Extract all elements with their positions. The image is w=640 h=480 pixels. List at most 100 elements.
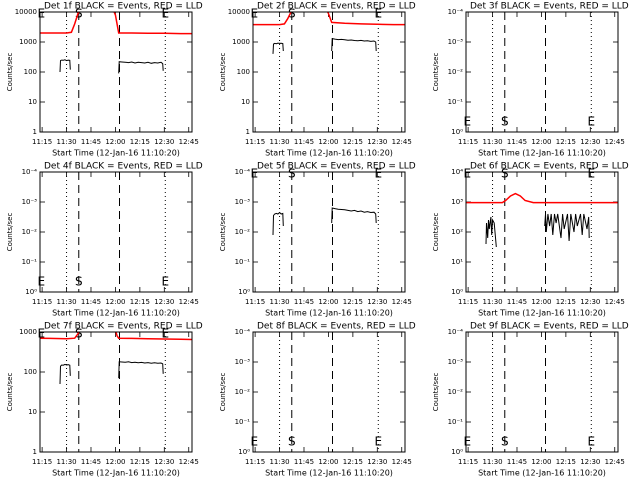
y-tick-label: 10⁰ [451,128,463,136]
x-tick-label: 12:15 [343,138,363,146]
x-tick-label: 11:30 [482,458,502,466]
annotation: S [501,115,509,129]
x-tick-label: 12:00 [318,458,338,466]
plot-frame [39,171,193,293]
annotation: E [374,435,382,449]
y-tick-label: 10⁻³ [235,358,251,366]
x-tick-label: 12:30 [367,138,387,146]
x-tick-label: 11:15 [245,298,265,306]
y-tick-label: 10⁻³ [235,198,251,206]
x-axis-label: Start Time (12-Jan-16 11:10:20) [265,149,393,158]
y-tick-label: 10⁻⁴ [235,328,251,336]
y-axis-label: Counts/sec [219,213,227,252]
panel-title: Det 3f BLACK = Events, RED = LLD [470,2,629,12]
annotation: E [251,7,259,21]
y-tick-label: 10⁻⁴ [448,328,464,336]
y-tick-label: 1 [33,448,37,456]
y-tick-label: 10³ [451,198,463,206]
x-tick-label: 12:30 [580,138,600,146]
x-tick-label: 12:45 [179,138,199,146]
x-tick-label: 11:45 [294,298,314,306]
x-axis-label: Start Time (12-Jan-16 11:10:20) [265,469,393,478]
series-line [59,361,164,385]
y-tick-label: 100 [24,68,37,76]
x-tick-label: 11:45 [294,458,314,466]
y-tick-label: 10⁻⁴ [448,8,464,16]
x-tick-label: 12:45 [605,138,625,146]
x-tick-label: 12:15 [130,298,150,306]
panel-title: Det 9f BLACK = Events, RED = LLD [470,322,629,332]
panel-title: Det 6f BLACK = Events, RED = LLD [470,162,629,172]
series-line [272,207,377,236]
y-tick-label: 10⁻¹ [448,98,464,106]
y-tick-label: 10⁻² [235,228,251,236]
x-axis-label: Start Time (12-Jan-16 11:10:20) [52,149,180,158]
y-axis-label: Counts/sec [219,53,227,92]
x-axis-label: Start Time (12-Jan-16 11:10:20) [265,309,393,318]
x-tick-label: 12:15 [130,458,150,466]
panel: Det 3f BLACK = Events, RED = LLD Counts/s… [432,2,629,158]
x-tick-label: 12:45 [179,298,199,306]
x-tick-label: 11:15 [245,458,265,466]
annotation: E [587,435,595,449]
x-tick-label: 12:30 [367,458,387,466]
panel-title: Det 7f BLACK = Events, RED = LLD [44,322,203,332]
x-tick-label: 11:30 [56,298,76,306]
series-line [485,213,590,248]
annotation: S [288,7,296,21]
x-tick-label: 12:45 [605,298,625,306]
x-tick-label: 12:15 [343,298,363,306]
x-tick-label: 11:45 [507,138,527,146]
y-tick-label: 10000 [15,8,37,16]
panel-title: Det 5f BLACK = Events, RED = LLD [257,162,416,172]
x-axis-label: Start Time (12-Jan-16 11:10:20) [478,469,606,478]
y-tick-label: 10⁻⁴ [22,168,38,176]
x-tick-label: 11:30 [269,458,289,466]
x-tick-label: 11:30 [269,138,289,146]
panel-title: Det 4f BLACK = Events, RED = LLD [44,162,203,172]
plot-frame [252,171,406,293]
x-tick-label: 12:00 [105,298,125,306]
x-axis-label: Start Time (12-Jan-16 11:10:20) [52,309,180,318]
panel: Det 7f BLACK = Events, RED = LLD Counts/s… [6,322,203,478]
y-axis-label: Counts/sec [219,373,227,412]
plot-frame [39,331,193,453]
x-tick-label: 12:30 [154,298,174,306]
x-tick-label: 11:45 [507,298,527,306]
x-tick-label: 12:30 [580,458,600,466]
annotation: S [288,167,296,181]
x-tick-label: 12:00 [531,298,551,306]
y-tick-label: 10⁰ [451,448,463,456]
annotation: E [161,327,169,341]
x-axis-label: Start Time (12-Jan-16 11:10:20) [478,309,606,318]
panel: Det 9f BLACK = Events, RED = LLD Counts/s… [432,322,629,478]
y-tick-label: 10⁻³ [22,198,38,206]
panel: Det 8f BLACK = Events, RED = LLD Counts/s… [219,322,416,478]
y-tick-label: 10⁰ [238,448,250,456]
y-tick-label: 10 [28,408,37,416]
y-tick-label: 10⁻² [22,228,38,236]
y-tick-label: 1 [246,128,250,136]
y-tick-label: 10⁻² [448,68,464,76]
x-tick-label: 11:30 [56,138,76,146]
y-axis-label: Counts/sec [432,53,440,92]
series-line [272,38,377,54]
x-tick-label: 12:45 [392,138,412,146]
y-tick-label: 10⁰ [238,288,250,296]
x-tick-label: 11:45 [81,138,101,146]
x-tick-label: 11:15 [32,298,52,306]
annotation: E [38,7,46,21]
x-tick-label: 12:15 [556,458,576,466]
plot-frame [252,331,406,453]
y-tick-label: 1000 [232,38,250,46]
annotation: E [38,275,46,289]
y-tick-label: 1000 [19,38,37,46]
y-tick-label: 10⁻¹ [22,258,38,266]
x-tick-label: 12:30 [367,298,387,306]
x-tick-label: 12:45 [392,458,412,466]
panel: Det 5f BLACK = Events, RED = LLD Counts/s… [219,162,416,318]
y-axis-label: Counts/sec [432,213,440,252]
y-tick-label: 100 [24,368,37,376]
x-tick-label: 12:15 [556,298,576,306]
